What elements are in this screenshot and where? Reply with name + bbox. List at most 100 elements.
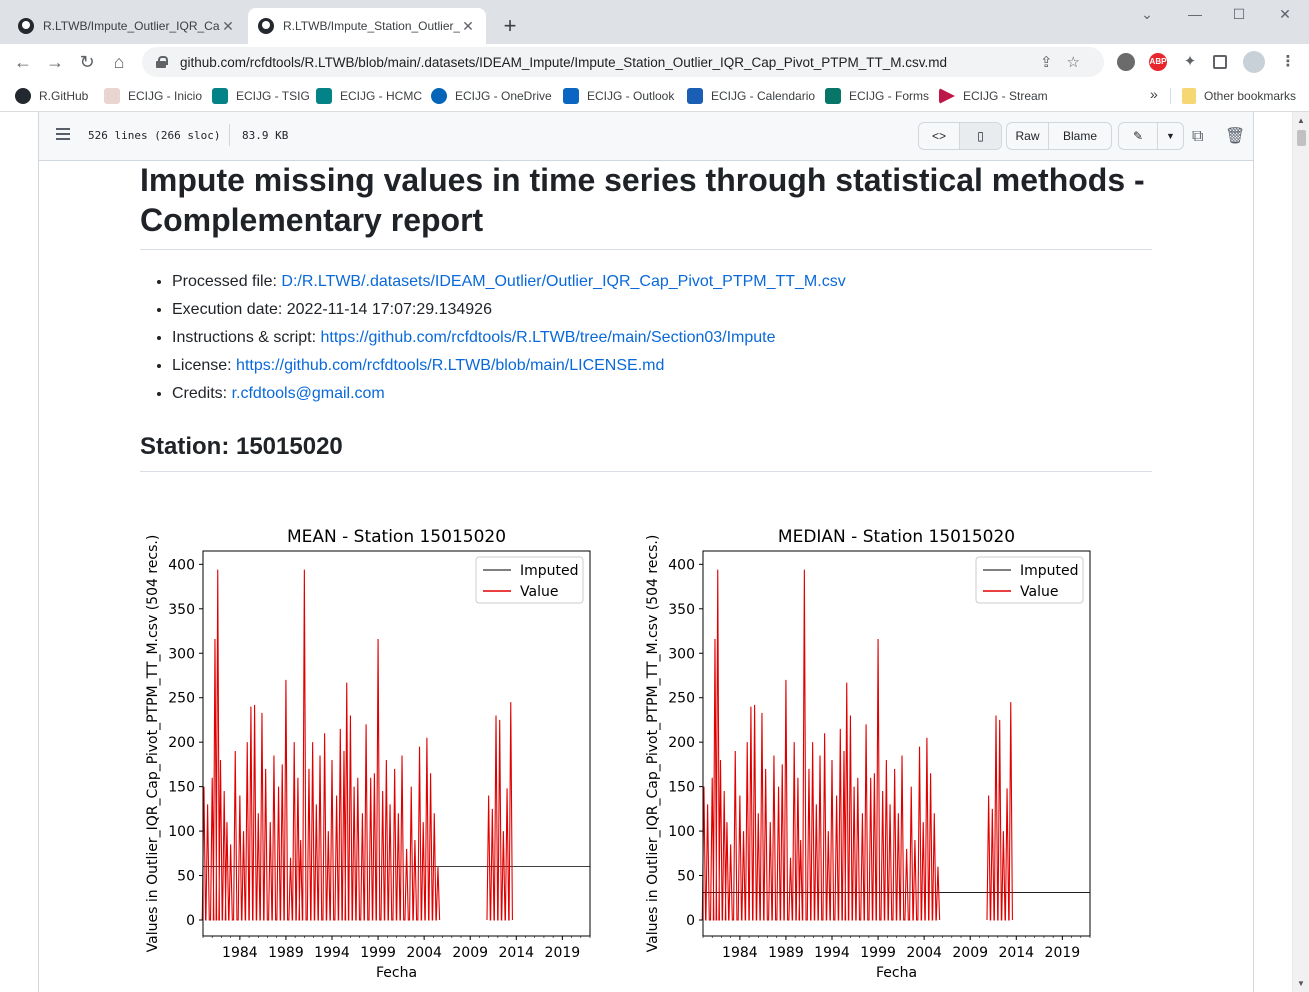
lock-icon[interactable] <box>156 56 168 68</box>
more-bookmarks-button[interactable]: » <box>1150 86 1158 102</box>
y-axis-label: Values in Outlier_IQR_Cap_Pivot_PTPM_TT_… <box>145 535 161 953</box>
x-tick-label: 1989 <box>268 945 304 961</box>
sharepoint-icon <box>212 88 228 104</box>
close-window-icon[interactable]: ✕ <box>1279 6 1291 22</box>
bookmark-ecijg-inicio[interactable]: ECIJG - Inicio <box>104 88 202 104</box>
x-tick-label: 1994 <box>314 945 350 961</box>
github-icon <box>15 88 31 104</box>
bookmark-r-github[interactable]: R.GitHub <box>15 88 88 104</box>
license-link[interactable]: https://github.com/rcfdtools/R.LTWB/blob… <box>236 357 665 374</box>
close-icon[interactable]: ✕ <box>222 17 234 34</box>
line-count: 526 lines (266 sloc) <box>88 129 221 142</box>
scroll-up-icon[interactable]: ▲ <box>1297 116 1305 125</box>
tab-impute-outlier[interactable]: R.LTWB/Impute_Outlier_IQR_Cap_Pivot_PTPM… <box>8 8 246 44</box>
delete-icon[interactable]: 🗑 <box>1225 126 1246 145</box>
x-tick-label: 2009 <box>452 945 488 961</box>
home-icon[interactable]: ⌂ <box>113 52 125 72</box>
y-tick-label: 150 <box>168 780 195 796</box>
y-tick-label: 0 <box>186 913 195 929</box>
other-bookmarks[interactable]: Other bookmarks <box>1182 88 1296 104</box>
page-scrollbar[interactable]: ▲ ▼ <box>1292 112 1309 992</box>
value-series-line <box>986 702 1013 921</box>
page-content <box>0 112 1309 992</box>
scrollbar-thumb[interactable] <box>1297 130 1306 146</box>
median-chart: MEDIAN - Station 15015020 0 50 100 150 200 250… <box>645 527 1091 981</box>
scroll-down-icon[interactable]: ▼ <box>1297 979 1305 988</box>
report-title: Impute missing values in time series thr… <box>140 160 1152 250</box>
copy-icon[interactable]: ⧉ <box>1192 126 1204 145</box>
back-icon[interactable]: ← <box>14 52 32 72</box>
tab-impute-station[interactable]: R.LTWB/Impute_Station_Outlier_IQR_Cap_Pi… <box>248 8 486 44</box>
execution-date: 2022-11-14 17:07:29.134926 <box>286 301 492 318</box>
x-tick-label: 2019 <box>1045 945 1081 961</box>
x-axis-label: Fecha <box>876 965 917 981</box>
bookmark-ecijg-outlook[interactable]: ECIJG - Outlook <box>563 88 674 104</box>
bookmark-ecijg-hcmc[interactable]: ECIJG - HCMC <box>316 88 422 104</box>
bookmark-ecijg-calendario[interactable]: ECIJG - Calendario <box>687 88 815 104</box>
bookmark-ecijg-stream[interactable]: ECIJG - Stream <box>939 88 1048 104</box>
adblock-icon[interactable]: ABP <box>1149 53 1167 71</box>
y-tick-label: 50 <box>177 869 195 885</box>
y-tick-label: 250 <box>168 691 195 707</box>
bookmark-ecijg-forms[interactable]: ECIJG - Forms <box>825 88 929 104</box>
extension-icon[interactable] <box>1117 53 1135 71</box>
chart-title: MEAN - Station 15015020 <box>287 527 506 547</box>
processed-file-link[interactable]: D:/R.LTWB/.datasets/IDEAM_Outlier/Outlie… <box>281 273 846 290</box>
tab-title: R.LTWB/Impute_Station_Outlier_IQR_Cap_Pi… <box>283 19 460 33</box>
raw-button[interactable]: Raw <box>1007 123 1049 149</box>
github-icon <box>18 18 34 34</box>
x-tick-label: 1984 <box>722 945 758 961</box>
github-icon <box>258 18 274 34</box>
sidepanel-icon[interactable] <box>1213 55 1227 69</box>
edit-icon[interactable]: ✎ <box>1119 123 1158 149</box>
forward-icon[interactable]: → <box>46 52 64 72</box>
bookmark-ecijg-onedrive[interactable]: ECIJG - OneDrive <box>431 88 552 104</box>
bookmarks-bar: R.GitHub ECIJG - Inicio ECIJG - TSIG ECI… <box>0 80 1309 112</box>
instructions-link[interactable]: https://github.com/rcfdtools/R.LTWB/tree… <box>320 329 776 346</box>
raw-blame-group: Raw Blame <box>1006 122 1112 150</box>
divider <box>229 124 230 146</box>
reload-icon[interactable]: ↻ <box>79 52 95 72</box>
list-item: Instructions & script: https://github.co… <box>172 324 1152 352</box>
new-tab-button[interactable]: + <box>503 13 517 38</box>
x-tick-label: 2004 <box>406 945 442 961</box>
list-item: License: https://github.com/rcfdtools/R.… <box>172 352 1152 380</box>
chevron-down-icon[interactable]: ▼ <box>1166 131 1175 141</box>
share-star-icons[interactable]: ⇪☆ <box>1039 54 1094 71</box>
folder-icon <box>1182 88 1196 104</box>
x-tick-label: 2014 <box>498 945 534 961</box>
view-toggle: <> ▯ <box>918 122 1002 150</box>
x-tick-label: 2004 <box>906 945 942 961</box>
maximize-icon[interactable]: ☐ <box>1232 6 1246 22</box>
code-view-button[interactable]: <> <box>919 123 960 149</box>
y-tick-label: 400 <box>668 557 695 573</box>
x-tick-label: 1999 <box>360 945 396 961</box>
credits-link[interactable]: r.cfdtools@gmail.com <box>231 385 385 402</box>
x-tick-label: 1994 <box>814 945 850 961</box>
url-text[interactable]: github.com/rcfdtools/R.LTWB/blob/main/.d… <box>180 54 948 70</box>
bookmark-ecijg-tsig[interactable]: ECIJG - TSIG <box>212 88 310 104</box>
puzzle-icon[interactable]: ✦ <box>1183 53 1197 70</box>
close-icon[interactable]: ✕ <box>462 17 474 34</box>
menu-icon[interactable]: ⋮ <box>1280 53 1296 70</box>
blame-button[interactable]: Blame <box>1062 129 1097 143</box>
value-series-line <box>486 702 513 921</box>
list-icon[interactable] <box>56 128 70 142</box>
mean-chart: MEAN - Station 15015020 0 50 100 150 200 250 30… <box>145 527 591 981</box>
y-tick-label: 100 <box>168 824 195 840</box>
y-tick-label: 400 <box>168 557 195 573</box>
divider <box>1170 88 1171 104</box>
address-bar[interactable]: github.com/rcfdtools/R.LTWB/blob/main/.d… <box>142 47 1104 77</box>
preview-button[interactable]: ▯ <box>960 123 1001 149</box>
tab-title: R.LTWB/Impute_Outlier_IQR_Cap_Pivot_PTPM… <box>43 19 220 33</box>
minimize-icon[interactable]: — <box>1188 6 1202 22</box>
browser-toolbar: ← → ↻ ⌂ github.com/rcfdtools/R.LTWB/blob… <box>0 44 1309 80</box>
edit-group: ✎ ▼ <box>1118 122 1184 150</box>
x-tick-label: 1984 <box>222 945 258 961</box>
avatar[interactable] <box>1243 51 1265 73</box>
tab-search-icon[interactable]: ⌄ <box>1141 6 1153 22</box>
forms-icon <box>825 88 841 104</box>
y-axis-label: Values in Outlier_IQR_Cap_Pivot_PTPM_TT_… <box>645 535 661 953</box>
ecijg-icon <box>104 88 120 104</box>
x-tick-label: 2009 <box>952 945 988 961</box>
